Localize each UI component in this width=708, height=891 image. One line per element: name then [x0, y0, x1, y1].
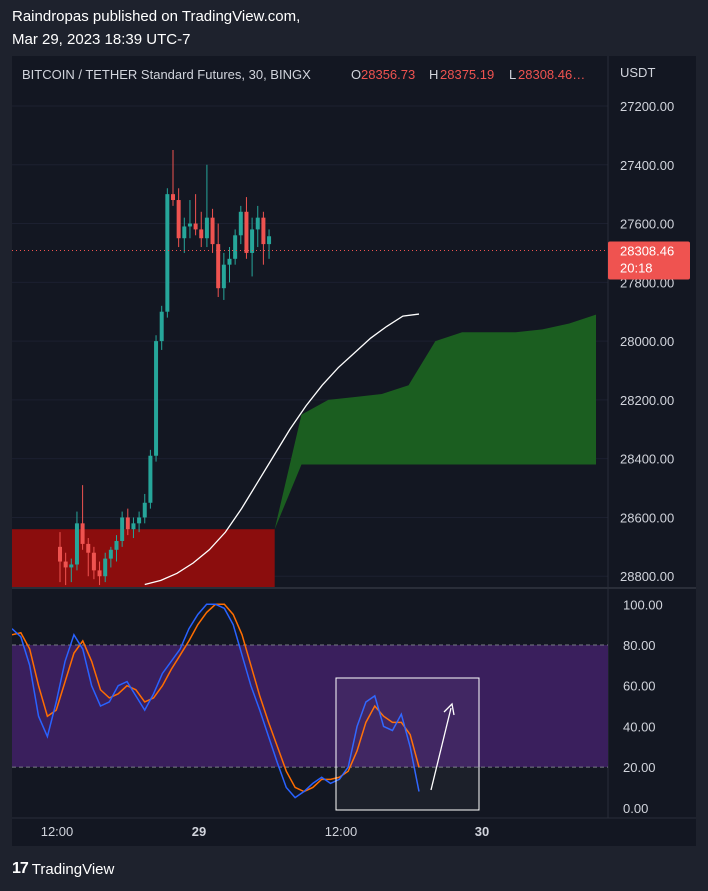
candle-body	[142, 502, 147, 518]
tradingview-logo-icon: 17	[12, 860, 29, 877]
candle-body	[227, 258, 232, 265]
candle-body	[244, 211, 249, 253]
time-tick-label: 30	[475, 824, 489, 839]
candle-body	[137, 517, 142, 524]
price-tick-label: 27600.00	[620, 217, 674, 232]
price-tick-label: 28000.00	[620, 334, 674, 349]
price-tick-label: 28600.00	[620, 510, 674, 525]
osc-tick-label: 0.00	[623, 801, 648, 816]
candle-body	[238, 211, 243, 236]
publish-date: Mar 29, 2023 18:39 UTC-7	[12, 31, 191, 48]
time-tick-label: 12:00	[41, 824, 74, 839]
high-value: 28375.19	[440, 67, 494, 82]
symbol-title: BITCOIN / TETHER Standard Futures, 30, B…	[22, 67, 311, 82]
low-label: L	[509, 67, 516, 82]
stoch-k-line	[11, 603, 420, 799]
candle-body	[176, 200, 181, 239]
last-price-badge	[608, 241, 690, 280]
chart-canvas[interactable]: BITCOIN / TETHER Standard Futures, 30, B…	[11, 56, 696, 846]
candle-body	[131, 523, 136, 530]
trend-arrow-shaft	[430, 707, 452, 791]
candle-body	[74, 523, 79, 565]
candle-body	[114, 540, 119, 550]
candles	[58, 150, 272, 586]
open-label: O	[351, 67, 361, 82]
osc-tick-label: 80.00	[623, 638, 656, 653]
candle-body	[159, 311, 164, 342]
low-value: 28308.46…	[518, 67, 585, 82]
candle-body	[216, 244, 221, 289]
publisher-line: Raindropas published on TradingView.com,	[12, 8, 301, 25]
candle-body	[125, 517, 130, 530]
time-tick-label: 29	[192, 824, 206, 839]
candle-body	[221, 264, 226, 289]
candle-body	[86, 543, 91, 553]
candle-body	[148, 455, 153, 503]
candle-body	[58, 546, 62, 562]
candle-body	[199, 229, 204, 239]
candle-body	[267, 236, 272, 245]
candle-body	[103, 558, 108, 577]
candle-body	[91, 552, 96, 571]
candle-body	[165, 194, 170, 312]
candle-body	[108, 549, 113, 559]
candle-body	[171, 194, 175, 201]
candle-body	[182, 226, 187, 239]
candle-body	[261, 217, 266, 245]
candle-body	[210, 217, 215, 245]
osc-tick-label: 100.00	[623, 597, 663, 612]
last-price-value: 28308.46	[620, 243, 674, 258]
bullish-cloud	[274, 314, 596, 530]
tradingview-logo[interactable]: 17 TradingView	[12, 860, 114, 878]
currency-label: USDT	[620, 65, 655, 80]
osc-tick-label: 20.00	[623, 760, 656, 775]
candle-body	[154, 341, 159, 456]
osc-tick-label: 40.00	[623, 719, 656, 734]
price-tick-label: 28400.00	[620, 452, 674, 467]
candle-body	[250, 229, 255, 253]
osc-tick-label: 60.00	[623, 679, 656, 694]
candle-body	[233, 235, 238, 259]
candle-body	[193, 223, 198, 230]
bar-countdown: 20:18	[620, 260, 653, 275]
candle-body	[80, 523, 85, 544]
highlight-box	[335, 677, 480, 811]
candle-body	[63, 561, 68, 568]
high-label: H	[429, 67, 438, 82]
moving-average-line	[144, 313, 420, 586]
candle-body	[120, 517, 125, 541]
candle-body	[187, 223, 192, 227]
candle-body	[255, 217, 260, 230]
price-tick-label: 27200.00	[620, 99, 674, 114]
open-value: 28356.73	[361, 67, 415, 82]
trend-arrow-head	[443, 702, 455, 716]
candle-body	[69, 564, 74, 568]
time-tick-label: 12:00	[325, 824, 358, 839]
chart-frame[interactable]: BITCOIN / TETHER Standard Futures, 30, B…	[11, 56, 696, 846]
bearish-cloud	[12, 529, 275, 588]
price-tick-label: 28200.00	[620, 393, 674, 408]
candle-body	[97, 570, 102, 577]
candle-body	[204, 217, 209, 239]
tradingview-brand: TradingView	[31, 860, 115, 878]
price-tick-label: 27400.00	[620, 158, 674, 173]
price-tick-label: 28800.00	[620, 569, 674, 584]
oscillator-band	[12, 644, 608, 768]
